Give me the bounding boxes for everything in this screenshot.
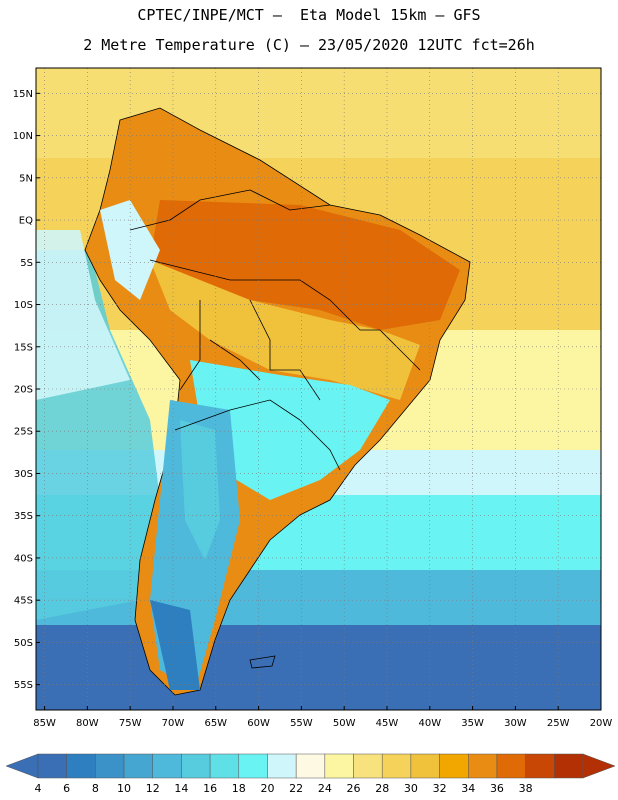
longitude-labels: 85W 80W 75W 70W 65W 60W 55W 50W 45W 40W 35W 30W 25W 2… (33, 706, 612, 729)
amazon-hot-region (150, 200, 460, 330)
colorbar-swatch (295, 753, 326, 779)
colorbar-label: 4 (35, 782, 42, 795)
southern-tip-cold-region (150, 600, 200, 690)
lat-tick-label: 15N (13, 89, 33, 100)
lat-tick-label: 40S (14, 553, 33, 564)
ocean-band-polar (36, 625, 601, 710)
lon-tick-label: 85W (33, 718, 56, 729)
colorbar-high-arrow (582, 753, 616, 779)
colorbar-swatch (37, 753, 67, 779)
colorbar-swatch (209, 753, 240, 779)
lon-tick-label: 40W (418, 718, 441, 729)
falkland-islands (249, 655, 276, 669)
lon-tick-label: 20W (590, 718, 613, 729)
colorbar-swatch (554, 753, 584, 779)
colorbar-label: 36 (490, 782, 504, 795)
colorbar-label: 18 (232, 782, 246, 795)
colorbar-low-arrow (5, 753, 39, 779)
colorbar-swatch (181, 753, 211, 779)
colorbar-label: 10 (117, 782, 131, 795)
lon-tick-label: 75W (119, 718, 142, 729)
lat-tick-label: 25S (14, 427, 33, 438)
colorbar-label: 20 (260, 782, 274, 795)
colorbar-labels: 4 6 8 10 12 14 16 18 20 22 24 26 28 30 32 34 36 38 (35, 782, 533, 795)
lon-tick-label: 35W (461, 718, 484, 729)
lon-tick-label: 80W (76, 718, 99, 729)
colorbar-swatch (353, 753, 383, 779)
lat-tick-label: 30S (14, 469, 33, 480)
colorbar-label: 24 (318, 782, 332, 795)
colorbar-swatches (5, 753, 616, 779)
map-field (36, 68, 601, 710)
chart-title-line2: 2 Metre Temperature (C) – 23/05/2020 12U… (83, 36, 535, 54)
colorbar-swatch (525, 753, 555, 779)
colorbar-swatch (468, 753, 498, 779)
colorbar-swatch (324, 753, 354, 779)
colorbar-swatch (123, 753, 153, 779)
lat-tick-label: 45S (14, 596, 33, 607)
colorbar-label: 34 (461, 782, 475, 795)
colorbar-label: 14 (174, 782, 188, 795)
colorbar-label: 28 (375, 782, 389, 795)
andes-north-cool-region (100, 200, 160, 300)
colorbar-swatch (267, 753, 297, 779)
lat-tick-label: 10N (13, 131, 33, 142)
lon-tick-label: 30W (504, 718, 527, 729)
colorbar-label: 8 (92, 782, 99, 795)
lat-tick-label: 20S (14, 385, 33, 396)
colorbar-label: 6 (63, 782, 70, 795)
lon-tick-label: 55W (290, 718, 313, 729)
lon-tick-label: 65W (204, 718, 227, 729)
colorbar-label: 16 (203, 782, 217, 795)
lon-tick-label: 45W (376, 718, 399, 729)
chart-title-line1: CPTEC/INPE/MCT – Eta Model 15km – GFS (137, 6, 481, 24)
lon-tick-label: 25W (547, 718, 570, 729)
colorbar-swatch (381, 753, 412, 779)
colorbar-label: 26 (347, 782, 361, 795)
lat-tick-label: 5S (20, 258, 33, 269)
colorbar-swatch (410, 753, 440, 779)
colorbar-swatch (66, 753, 96, 779)
colorbar-swatch (439, 753, 469, 779)
lat-tick-label: 35S (14, 511, 33, 522)
lon-tick-label: 60W (247, 718, 270, 729)
central-warm-region (150, 260, 420, 400)
colorbar-swatch (152, 753, 182, 779)
south-brazil-cool-region (190, 360, 390, 500)
lat-tick-label: 50S (14, 638, 33, 649)
colorbar-swatch (238, 753, 268, 779)
lat-tick-label: 55S (14, 680, 33, 691)
colorbar-label: 38 (519, 782, 533, 795)
lat-tick-label: 10S (14, 300, 33, 311)
lon-tick-label: 50W (333, 718, 356, 729)
lat-tick-label: 5N (19, 173, 33, 184)
pacific-mild-region (36, 230, 130, 400)
colorbar-label: 22 (289, 782, 303, 795)
colorbar-label: 12 (146, 782, 160, 795)
country-borders (129, 189, 421, 471)
lat-tick-label: EQ (19, 216, 33, 227)
latitude-labels: 15N 10N 5N EQ 5S 10S 15S 20S 25S 30S 35S 40S 45S 50S 5… (13, 89, 40, 691)
colorbar-label: 30 (404, 782, 418, 795)
lon-tick-label: 70W (162, 718, 185, 729)
colorbar-swatch (496, 753, 526, 779)
argentina-cool-region (180, 420, 220, 560)
colorbar-swatch (95, 753, 125, 779)
colorbar-label: 32 (433, 782, 447, 795)
lat-tick-label: 15S (14, 342, 33, 353)
